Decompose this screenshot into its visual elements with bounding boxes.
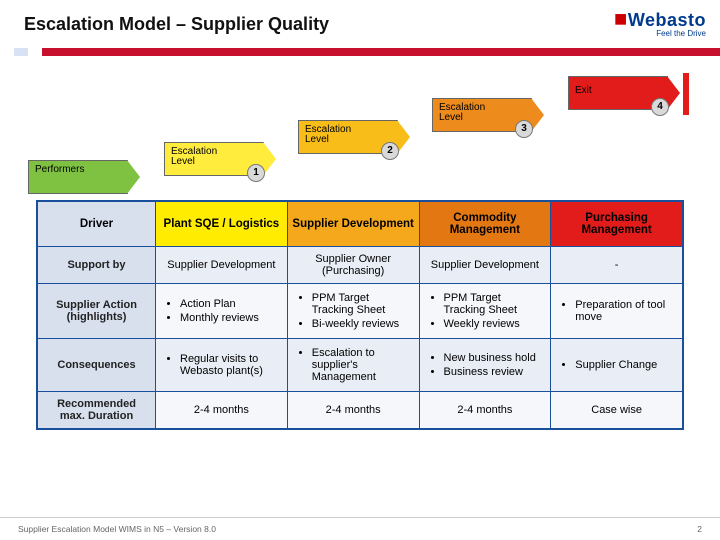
column-header: Commodity Management [419,202,551,247]
ribbon-segment [635,48,720,56]
step-escalation-3: EscalationLevel3 [432,98,532,132]
list-item: New business hold [444,352,543,364]
cell-list: Preparation of tool move [559,299,674,323]
chevron-right-icon [667,76,680,110]
cell-list: New business hold Business review [428,352,543,378]
brand-dot-icon: ■ [614,6,628,31]
step-number-badge: 2 [381,142,399,160]
table-cell: 2-4 months [156,392,288,429]
footer-left: Supplier Escalation Model WIMS in N5 – V… [18,524,216,534]
escalation-table: DriverPlant SQE / LogisticsSupplier Deve… [36,200,684,430]
ribbon-segment [551,48,636,56]
step-performers: Performers [28,160,128,194]
cell-list: Escalation to supplier's Management [296,347,411,383]
step-number-badge: 1 [247,164,265,182]
exit-marker-icon [683,73,689,115]
escalation-stairs: PerformersEscalationLevel1EscalationLeve… [18,74,702,184]
ribbon-segment [127,48,212,56]
table-cell: Supplier Development [156,247,288,284]
cell-list: Action Plan Monthly reviews [164,298,279,324]
step-escalation-2: EscalationLevel2 [298,120,398,154]
ribbon-stripe [0,48,720,56]
table-cell: PPM Target Tracking Sheet Weekly reviews [419,284,551,339]
step-escalation-1: EscalationLevel1 [164,142,264,176]
ribbon-segment [466,48,551,56]
list-item: Bi-weekly reviews [312,318,411,330]
column-header: Supplier Development [287,202,419,247]
table-cell: PPM Target Tracking Sheet Bi-weekly revie… [287,284,419,339]
ribbon-segment [296,48,381,56]
table-cell: Regular visits to Webasto plant(s) [156,339,288,392]
list-item: Supplier Change [575,359,674,371]
footer-page-number: 2 [697,524,702,534]
chevron-right-icon [263,142,276,176]
chevron-right-icon [397,120,410,154]
list-item: Regular visits to Webasto plant(s) [180,353,279,377]
row-header: Recommended max. Duration [38,392,156,429]
footer-bar: Supplier Escalation Model WIMS in N5 – V… [0,517,720,540]
list-item: Preparation of tool move [575,299,674,323]
table-cell: 2-4 months [287,392,419,429]
step-label: Exit [575,86,667,96]
table-cell: Action Plan Monthly reviews [156,284,288,339]
table-cell: Preparation of tool move [551,284,683,339]
step-exit: Exit4 [568,76,668,110]
cell-list: PPM Target Tracking Sheet Weekly reviews [428,292,543,330]
table-cell: 2-4 months [419,392,551,429]
step-label: EscalationLevel [305,125,397,145]
cell-list: Regular visits to Webasto plant(s) [164,353,279,377]
step-number-badge: 3 [515,120,533,138]
list-item: Business review [444,366,543,378]
table-row: Consequences Regular visits to Webasto pl… [38,339,683,392]
table-row: Support bySupplier DevelopmentSupplier O… [38,247,683,284]
table-cell: Supplier Development [419,247,551,284]
ribbon-segment [381,48,466,56]
chevron-right-icon [127,160,140,194]
table-cell: Case wise [551,392,683,429]
table-cell: New business hold Business review [419,339,551,392]
brand-logo: ■Webasto Feel the Drive [614,10,706,38]
column-header: Driver [38,202,156,247]
ribbon-segment [28,48,42,56]
page-title: Escalation Model – Supplier Quality [24,14,329,35]
table-cell: Escalation to supplier's Management [287,339,419,392]
ribbon-segment [14,48,28,56]
step-label: EscalationLevel [171,147,263,167]
ribbon-segment [42,48,127,56]
list-item: Weekly reviews [444,318,543,330]
list-item: Escalation to supplier's Management [312,347,411,383]
column-header: Purchasing Management [551,202,683,247]
list-item: Action Plan [180,298,279,310]
table-cell: Supplier Change [551,339,683,392]
ribbon-segment [0,48,14,56]
list-item: Monthly reviews [180,312,279,324]
chevron-right-icon [531,98,544,132]
row-header: Consequences [38,339,156,392]
step-label: EscalationLevel [439,103,531,123]
cell-list: Supplier Change [559,359,674,371]
step-label: Performers [35,165,127,175]
table-row: Recommended max. Duration2-4 months2-4 m… [38,392,683,429]
cell-list: PPM Target Tracking Sheet Bi-weekly revie… [296,292,411,330]
brand-name: ■Webasto [614,10,706,31]
ribbon-segment [212,48,297,56]
row-header: Support by [38,247,156,284]
table-row: Supplier Action (highlights) Action Plan M… [38,284,683,339]
column-header: Plant SQE / Logistics [156,202,288,247]
list-item: PPM Target Tracking Sheet [444,292,543,316]
list-item: PPM Target Tracking Sheet [312,292,411,316]
row-header: Supplier Action (highlights) [38,284,156,339]
table-cell: - [551,247,683,284]
table-cell: Supplier Owner (Purchasing) [287,247,419,284]
step-number-badge: 4 [651,98,669,116]
